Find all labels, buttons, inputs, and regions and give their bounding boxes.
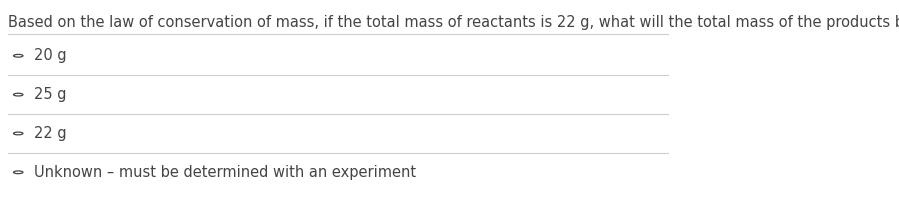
Text: 22 g: 22 g (33, 126, 67, 141)
Text: 25 g: 25 g (33, 87, 67, 102)
Text: 20 g: 20 g (33, 48, 67, 63)
Text: Based on the law of conservation of mass, if the total mass of reactants is 22 g: Based on the law of conservation of mass… (8, 15, 899, 30)
Text: Unknown – must be determined with an experiment: Unknown – must be determined with an exp… (33, 165, 416, 180)
